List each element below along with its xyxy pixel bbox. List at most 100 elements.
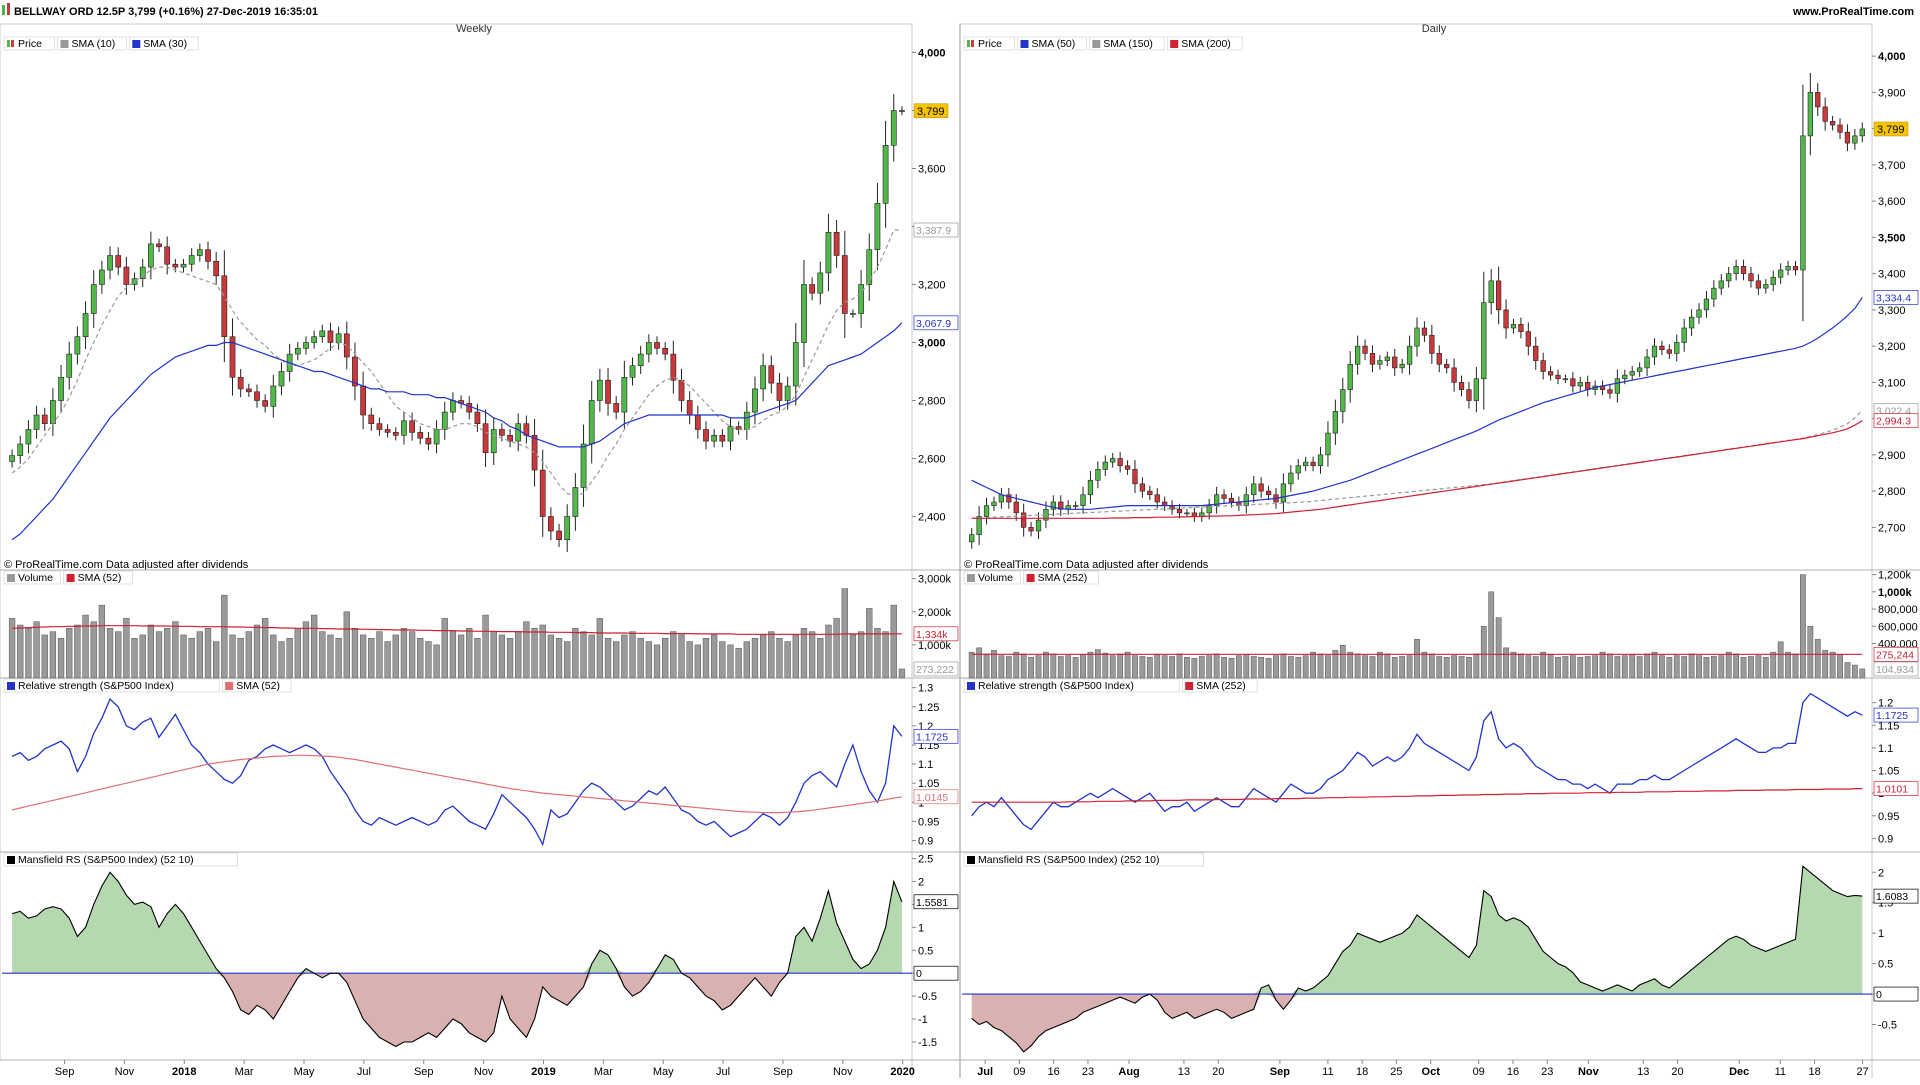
weekly-mansfield-last-badge (913, 965, 959, 981)
weekly-candle (41, 414, 48, 424)
weekly-volume-bar (17, 624, 24, 679)
daily-panel-title: Daily (1422, 23, 1447, 35)
daily-xaxis-label: 09 (1013, 1066, 1025, 1078)
daily-volume-bar (1748, 656, 1754, 679)
weekly-volume-bar (400, 628, 408, 679)
daily-candle (1770, 276, 1776, 285)
daily-footer: © ProRealTime.com Data adjusted after di… (964, 559, 1209, 571)
instrument-title: BELLWAY ORD 12.5P 3,799 (+0.16%) 27-Dec-… (14, 6, 318, 18)
weekly-candle (735, 426, 742, 430)
weekly-xaxis-label: Nov (115, 1066, 135, 1078)
weekly-rs-tick-label: 0.95 (918, 816, 939, 828)
weekly-volume-bar (719, 641, 726, 679)
weekly-volume-legend-swatch (7, 574, 15, 582)
daily-candle (1614, 378, 1621, 394)
weekly-candle (9, 455, 15, 462)
weekly-volume-bar (637, 638, 644, 679)
daily-candle (1740, 266, 1747, 274)
weekly-rs-legend-label: SMA (52) (236, 680, 280, 692)
weekly-rs-legend-label: Relative strength (S&P500 Index) (18, 680, 174, 692)
weekly-volume-bar (817, 638, 824, 679)
daily-volume-bar (1621, 655, 1628, 679)
weekly-volume-bar (41, 634, 48, 679)
daily-volume-bar (1569, 655, 1576, 679)
weekly-rs-last-badge-label: 1.0145 (916, 792, 948, 804)
weekly-volume-tick-label: 1,000k (918, 640, 952, 652)
weekly-volume-bar (621, 634, 628, 679)
daily-candle (1421, 327, 1428, 336)
daily-xaxis-label: 23 (1082, 1066, 1094, 1078)
daily-volume-bar (1169, 656, 1175, 679)
weekly-candle (294, 347, 301, 355)
weekly-volume-legend-chip (63, 570, 133, 585)
candle-icon (967, 40, 970, 47)
weekly-candle (474, 411, 481, 425)
daily-candle (1058, 501, 1064, 510)
weekly-price-last-badge (913, 222, 959, 238)
weekly-candle (376, 423, 383, 430)
weekly-volume-last-badge (913, 626, 959, 642)
daily-volume-bar (1421, 651, 1428, 679)
weekly-candle (694, 414, 701, 430)
daily-candle (1533, 345, 1539, 361)
weekly-candle (809, 284, 815, 294)
daily-price-tick-label: 3,200 (1878, 341, 1906, 353)
daily-candle (1317, 454, 1324, 467)
daily-xaxis-label: 16 (1507, 1066, 1519, 1078)
weekly-xaxis-label: Sep (773, 1066, 793, 1078)
weekly-volume-bar (351, 628, 359, 679)
daily-candle (1503, 309, 1509, 329)
daily-mansfield-legend-label: Mansfield RS (S&P500 Index) (252 10) (978, 854, 1160, 866)
weekly-candle (139, 266, 146, 280)
daily-volume-bar (1072, 657, 1079, 679)
daily-candle (1354, 345, 1361, 365)
weekly-volume-bar (743, 641, 750, 679)
weekly-volume-bar (253, 624, 261, 679)
daily-mansfield-last-badge-label: 1.6083 (1876, 891, 1908, 903)
daily-xaxis-label: 23 (1541, 1066, 1553, 1078)
daily-candle (1844, 131, 1851, 144)
weekly-mansfield-positive-area (12, 872, 902, 974)
weekly-candle (417, 432, 424, 439)
daily-candle (1696, 309, 1702, 318)
daily-volume-bar (1132, 655, 1138, 679)
weekly-volume-bar (213, 641, 220, 679)
daily-candle (1540, 360, 1546, 372)
daily-candle (1629, 371, 1635, 376)
site-link[interactable]: www.ProRealTime.com (1792, 6, 1914, 18)
daily-volume-bar (1666, 657, 1673, 679)
daily-candle (1473, 378, 1480, 401)
weekly-volume-bar (98, 604, 106, 679)
weekly-volume-bar (164, 628, 171, 679)
weekly-candle (637, 353, 644, 367)
daily-price-legend-chip (1017, 36, 1087, 51)
daily-candle (1488, 280, 1494, 303)
daily-candle (1184, 512, 1190, 515)
daily-candle (1607, 389, 1613, 394)
weekly-candle (588, 400, 595, 445)
daily-volume-bar (1354, 653, 1361, 679)
daily-candle (1666, 349, 1672, 354)
daily-candle (1763, 284, 1769, 289)
weekly-candle (180, 263, 187, 268)
weekly-volume-bar (482, 614, 489, 679)
daily-volume-bar (1733, 653, 1740, 679)
daily-price-tick-label: 2,900 (1878, 450, 1906, 462)
weekly-candle (850, 313, 856, 315)
daily-volume-bar (1035, 655, 1042, 679)
weekly-rs-legend-swatch (225, 682, 234, 690)
weekly-candle (392, 432, 399, 436)
daily-volume-bar (1592, 655, 1598, 679)
daily-candle (1035, 519, 1042, 532)
daily-candle (1622, 374, 1628, 380)
daily-rs-last-badge-label: 1.0101 (1876, 784, 1908, 796)
daily-volume-bar (1117, 653, 1124, 679)
daily-volume-bar (1607, 653, 1613, 679)
weekly-volume-last-badge-label: 1,334k (916, 629, 948, 641)
daily-price-tick-label: 3,500 (1878, 232, 1906, 244)
weekly-volume-legend-chip (3, 570, 61, 585)
weekly-volume-bar (768, 631, 775, 679)
weekly-volume-bar (670, 631, 677, 679)
daily-candle (1726, 273, 1732, 282)
daily-candle (1800, 135, 1806, 271)
